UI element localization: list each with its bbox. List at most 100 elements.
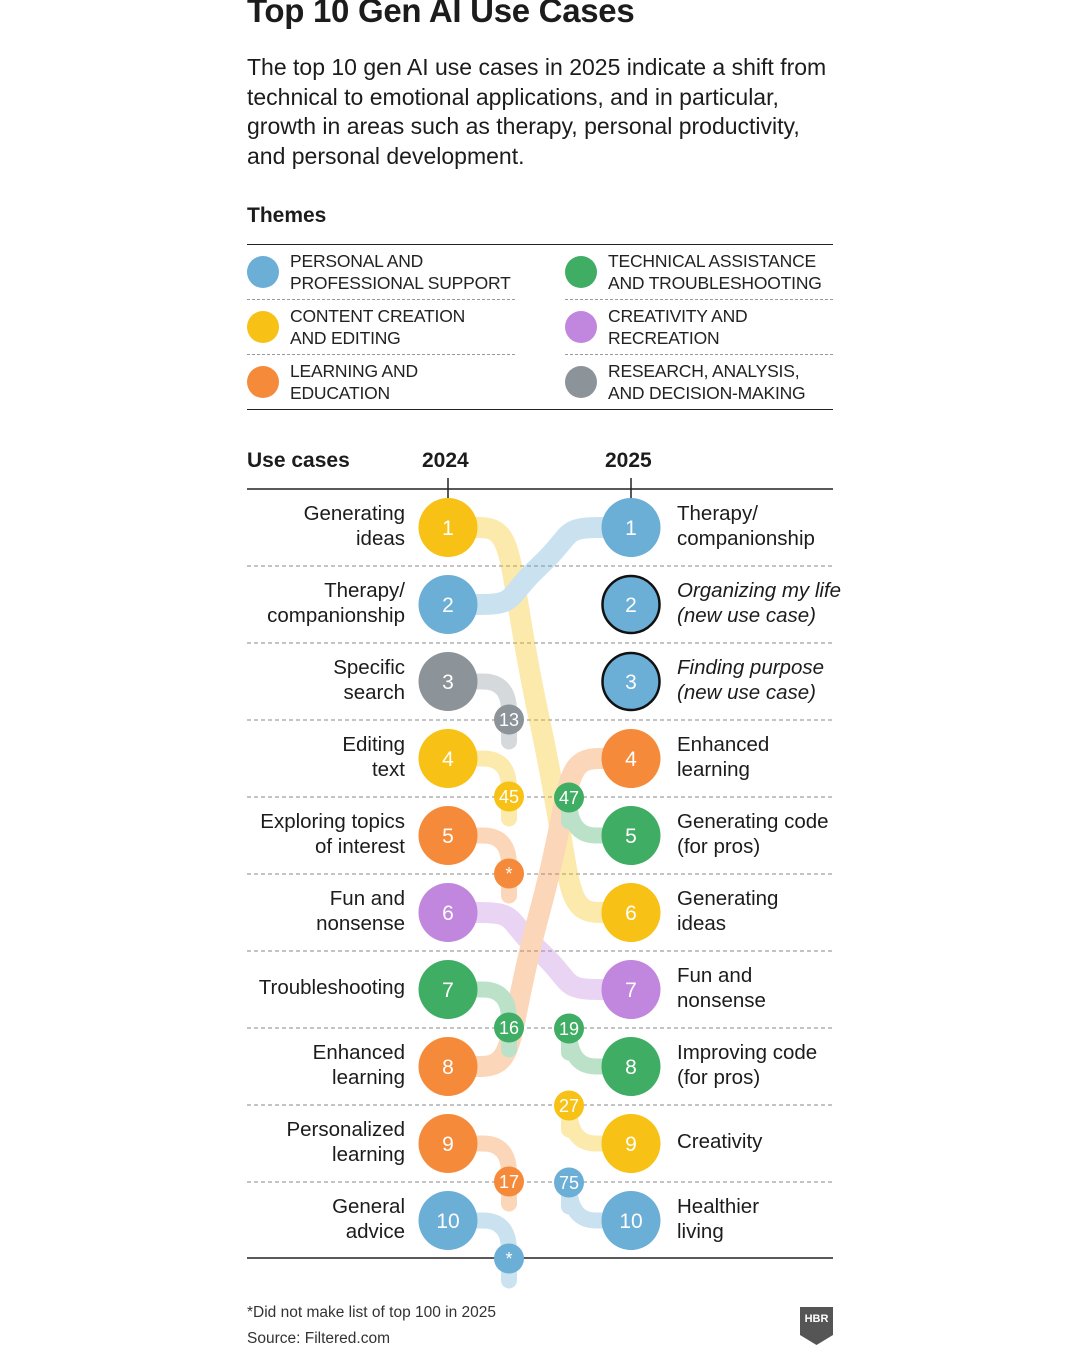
- rank-number-2024: 2: [442, 594, 454, 617]
- use-case-2024-label: Enhanced learning: [312, 1041, 405, 1089]
- rank-number-2025: 8: [625, 1056, 637, 1079]
- flow-ribbon: [437, 517, 642, 615]
- footnote: *Did not make list of top 100 in 2025: [247, 1304, 497, 1321]
- rank-number-2024: 8: [442, 1056, 454, 1079]
- legend-item-content: CONTENT CREATION AND EDITING: [247, 300, 515, 354]
- themes-heading: Themes: [247, 204, 327, 227]
- legend-divider: [247, 299, 515, 300]
- legend-swatch: [565, 311, 597, 343]
- rank-change-label: 17: [499, 1172, 519, 1192]
- rank-circle-2024: [418, 1037, 478, 1096]
- flow-ribbon: [437, 902, 642, 1000]
- use-case-2024-label: Therapy/companionship: [267, 579, 405, 627]
- rank-change-badge: [494, 1012, 524, 1043]
- themes-bottom-rule: [247, 409, 833, 410]
- rank-number-2024: 1: [442, 517, 454, 540]
- legend-divider: [565, 299, 833, 300]
- rank-change-label: 45: [499, 787, 519, 807]
- source: Source: Filtered.com: [247, 1330, 390, 1347]
- rank-change-label: *: [505, 1249, 512, 1269]
- rank-circle-2024: [418, 960, 478, 1019]
- use-case-2025-label: Healthier living: [677, 1195, 760, 1243]
- legend-label: LEARNING AND EDUCATION: [290, 361, 418, 403]
- use-cases-heading: Use cases: [247, 449, 350, 472]
- use-case-2025-label: Fun and nonsense: [677, 964, 766, 1012]
- use-case-2025-label: Organizing my life (new use case): [677, 579, 842, 627]
- rank-number-2024: 3: [442, 671, 454, 694]
- rank-number-2024: 10: [436, 1210, 459, 1233]
- legend-divider: [247, 354, 515, 355]
- rank-change-label: 75: [559, 1173, 579, 1193]
- rank-change-badge: [554, 782, 584, 813]
- rank-circle-2025: [601, 574, 661, 635]
- rank-change-badge: [554, 1167, 584, 1198]
- rank-circle-2025: [601, 960, 661, 1019]
- legend-item-technical: TECHNICAL ASSISTANCE AND TROUBLESHOOTING: [565, 245, 833, 299]
- rank-circle-2025: [601, 806, 661, 865]
- rank-change-badge: [494, 1166, 524, 1197]
- legend-item-personal: PERSONAL AND PROFESSIONAL SUPPORT: [247, 245, 515, 299]
- rank-number-2024: 5: [442, 825, 454, 848]
- hbr-logo: HBR: [800, 1307, 833, 1345]
- rank-circle-2025: [601, 1191, 661, 1250]
- rank-number-2024: 9: [442, 1133, 454, 1156]
- legend-item-learning: LEARNING AND EDUCATION: [247, 355, 515, 409]
- rank-number-2025: 6: [625, 902, 637, 925]
- rank-circle-2025: [601, 1037, 661, 1096]
- rank-change-badge: [494, 1243, 524, 1274]
- flow-ribbon: [437, 748, 642, 1077]
- rank-number-2025: 4: [625, 748, 637, 771]
- rank-change-badge: [494, 858, 524, 889]
- legend-item-research: RESEARCH, ANALYSIS, AND DECISION-MAKING: [565, 355, 833, 409]
- rank-circle-2024: [418, 883, 478, 942]
- rank-change-badge: [554, 1090, 584, 1121]
- use-case-2024-label: Exploring topics of interest: [260, 810, 405, 858]
- legend-label: CONTENT CREATION AND EDITING: [290, 306, 466, 348]
- legend-item-creativity: CREATIVITY AND RECREATION: [565, 300, 833, 354]
- rank-circle-2025: [601, 1114, 661, 1173]
- rank-circle-2025: [601, 729, 661, 788]
- rank-change-label: *: [505, 864, 512, 884]
- rank-number-2025: 10: [619, 1210, 642, 1233]
- rank-number-2025: 5: [625, 825, 637, 848]
- rank-circle-2024: [418, 729, 478, 788]
- use-case-2024-label: General advice: [332, 1195, 405, 1243]
- rank-change-label: 19: [559, 1019, 579, 1039]
- legend-label: CREATIVITY AND RECREATION: [608, 306, 748, 348]
- legend-swatch: [247, 256, 279, 288]
- legend-swatch: [247, 311, 279, 343]
- use-case-2025-label: Finding purpose (new use case): [677, 656, 825, 704]
- rank-number-2024: 6: [442, 902, 454, 925]
- rank-circle-2024: [418, 1191, 478, 1250]
- use-case-2024-label: Personalized learning: [286, 1118, 405, 1166]
- rank-change-badge: [494, 704, 524, 735]
- year-2025-heading: 2025: [605, 449, 652, 472]
- rank-number-2024: 4: [442, 748, 454, 771]
- use-case-2024-label: Editing text: [342, 733, 405, 781]
- year-2024-heading: 2024: [422, 449, 469, 472]
- rank-circle-2024: [418, 498, 478, 557]
- rank-circle-2024: [418, 806, 478, 865]
- rank-change-label: 13: [499, 710, 519, 730]
- rank-number-2025: 7: [625, 979, 637, 1002]
- rank-circle-2024: [418, 1114, 478, 1173]
- use-case-2024-label: Generating ideas: [303, 502, 405, 550]
- rank-change-label: 16: [499, 1018, 519, 1038]
- use-case-2025-label: Generating ideas: [677, 887, 779, 935]
- rank-circle-2025: [601, 883, 661, 942]
- rank-number-2025: 1: [625, 517, 637, 540]
- use-case-2025-label: Improving code (for pros): [677, 1041, 818, 1089]
- rank-number-2025: 3: [625, 671, 637, 694]
- use-case-2025-label: Creativity: [677, 1130, 763, 1154]
- rank-change-badge: [554, 1013, 584, 1044]
- legend-label: TECHNICAL ASSISTANCE AND TROUBLESHOOTING: [608, 251, 822, 293]
- legend-swatch: [565, 366, 597, 398]
- use-case-2025-label: Generating code (for pros): [677, 810, 829, 858]
- legend-swatch: [247, 366, 279, 398]
- rank-change-label: 47: [559, 788, 579, 808]
- legend-divider: [565, 354, 833, 355]
- use-case-2024-label: Fun and nonsense: [316, 887, 405, 935]
- rank-change-badge: [494, 781, 524, 812]
- rank-number-2024: 7: [442, 979, 454, 1002]
